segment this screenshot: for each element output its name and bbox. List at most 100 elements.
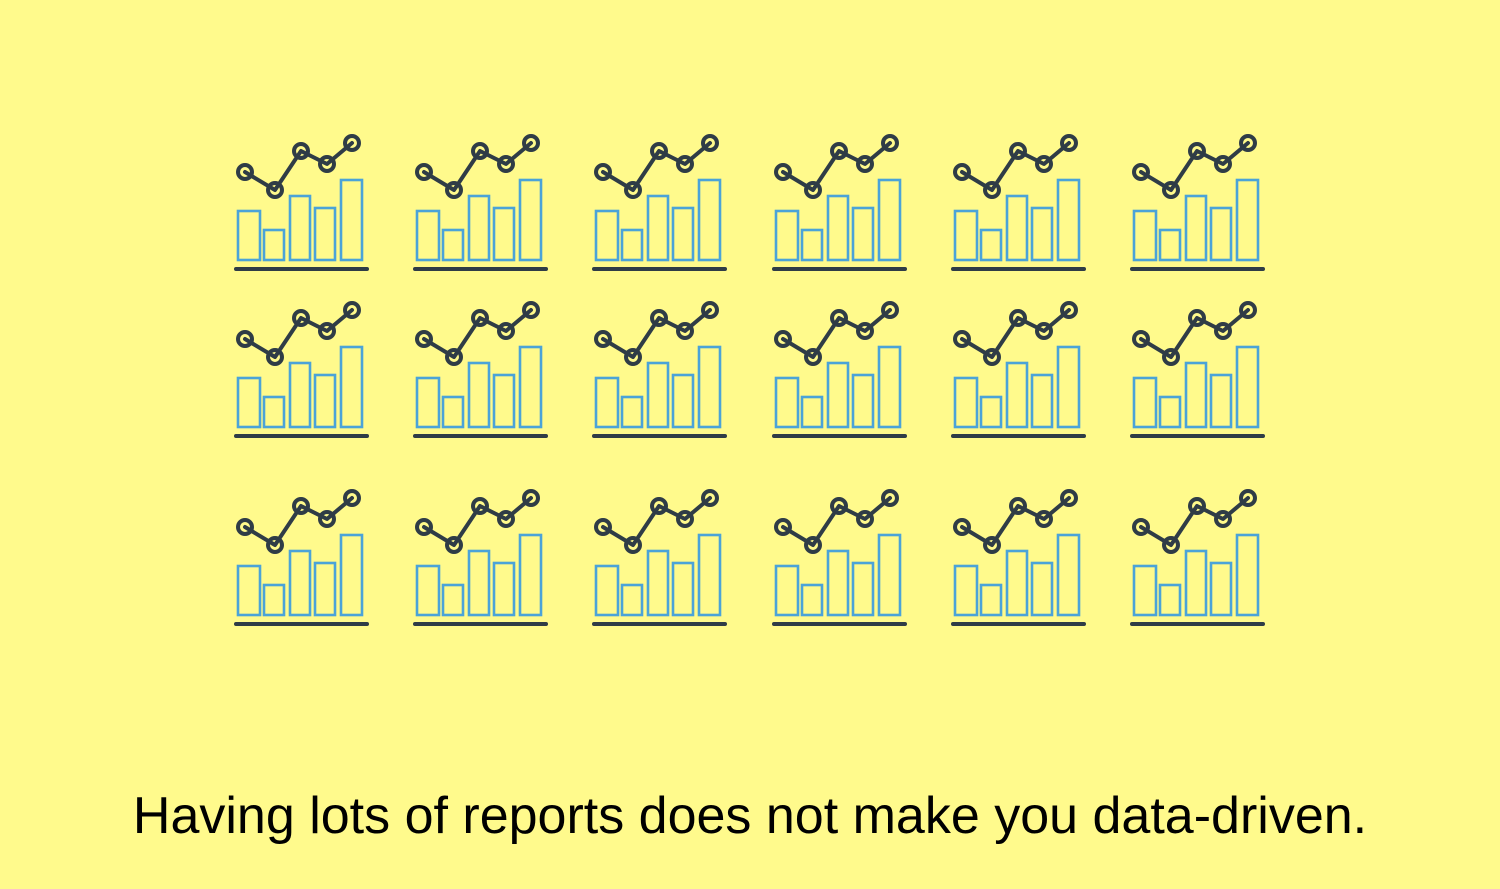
bar-shape: [826, 194, 850, 262]
trend-point: [1188, 142, 1206, 160]
bar-shape: [1132, 376, 1158, 429]
trend-point: [292, 309, 310, 327]
trend-line: [601, 308, 712, 359]
bar-shape: [1209, 561, 1233, 617]
bar-shape: [288, 194, 312, 262]
trend-point: [415, 518, 433, 536]
trend-point: [881, 134, 899, 152]
bar-and-line-chart-icon: [1130, 301, 1265, 438]
trend-point: [676, 155, 694, 173]
trend-point: [881, 489, 899, 507]
bar-and-line-chart-icon: [234, 134, 369, 271]
bar-shape: [1235, 178, 1260, 262]
bar-shape: [1158, 583, 1182, 617]
trend-point: [318, 510, 336, 528]
bar-and-line-chart-icon: [413, 134, 548, 271]
bar-shape: [1005, 549, 1029, 617]
bar-shape: [851, 373, 875, 429]
bar-shape: [851, 561, 875, 617]
bar-and-line-chart-icon: [951, 134, 1086, 271]
bar-shape: [953, 564, 979, 617]
bar-shape: [467, 361, 491, 429]
trend-point: [830, 309, 848, 327]
trend-point: [445, 536, 463, 554]
bar-shape: [953, 376, 979, 429]
bar-shape: [671, 206, 695, 262]
bar-shape: [800, 583, 824, 617]
trend-point: [650, 497, 668, 515]
trend-point: [774, 518, 792, 536]
bar-shape: [288, 361, 312, 429]
trend-point: [1009, 497, 1027, 515]
trend-point: [266, 536, 284, 554]
trend-point: [1188, 309, 1206, 327]
bar-shape: [1184, 361, 1208, 429]
trend-point: [1239, 134, 1257, 152]
trend-point: [1239, 301, 1257, 319]
trend-line: [1139, 496, 1250, 547]
trend-point: [856, 322, 874, 340]
trend-point: [1132, 163, 1150, 181]
trend-point: [856, 510, 874, 528]
trend-point: [445, 181, 463, 199]
bar-shape: [467, 549, 491, 617]
bar-shape: [851, 206, 875, 262]
bar-shape: [1235, 345, 1260, 429]
trend-point: [1214, 510, 1232, 528]
trend-point: [701, 301, 719, 319]
trend-point: [415, 330, 433, 348]
trend-point: [830, 497, 848, 515]
bar-shape: [415, 376, 441, 429]
bar-shape: [236, 376, 262, 429]
bar-shape: [492, 373, 516, 429]
trend-line: [422, 141, 533, 192]
trend-point: [266, 181, 284, 199]
trend-point: [1035, 155, 1053, 173]
trend-point: [594, 330, 612, 348]
trend-point: [497, 322, 515, 340]
bar-shape: [979, 395, 1003, 429]
bar-and-line-chart-icon: [413, 301, 548, 438]
bar-shape: [415, 564, 441, 617]
bar-shape: [492, 561, 516, 617]
trend-point: [804, 181, 822, 199]
bar-and-line-chart-icon: [234, 489, 369, 626]
trend-point: [415, 163, 433, 181]
trend-point: [1035, 322, 1053, 340]
bar-shape: [1030, 206, 1054, 262]
bar-and-line-chart-icon: [951, 489, 1086, 626]
bar-shape: [671, 373, 695, 429]
bar-shape: [774, 209, 800, 262]
trend-point: [676, 322, 694, 340]
bar-shape: [800, 228, 824, 262]
trend-point: [343, 134, 361, 152]
trend-point: [445, 348, 463, 366]
trend-point: [1214, 322, 1232, 340]
trend-point: [471, 309, 489, 327]
bar-shape: [313, 561, 337, 617]
trend-line: [1139, 141, 1250, 192]
bar-shape: [953, 209, 979, 262]
bar-shape: [339, 345, 364, 429]
trend-point: [318, 322, 336, 340]
bar-shape: [1056, 178, 1081, 262]
trend-point: [881, 301, 899, 319]
trend-point: [594, 163, 612, 181]
trend-point: [522, 489, 540, 507]
bar-shape: [441, 583, 465, 617]
trend-line: [243, 141, 354, 192]
bar-shape: [1030, 561, 1054, 617]
trend-point: [676, 510, 694, 528]
bar-shape: [697, 345, 722, 429]
trend-point: [953, 163, 971, 181]
bar-shape: [646, 194, 670, 262]
trend-point: [1009, 142, 1027, 160]
bar-shape: [262, 228, 286, 262]
trend-point: [624, 181, 642, 199]
bar-shape: [594, 564, 620, 617]
bar-shape: [262, 395, 286, 429]
bar-shape: [1132, 209, 1158, 262]
trend-line: [243, 308, 354, 359]
bar-shape: [518, 345, 543, 429]
bar-and-line-chart-icon: [772, 489, 907, 626]
